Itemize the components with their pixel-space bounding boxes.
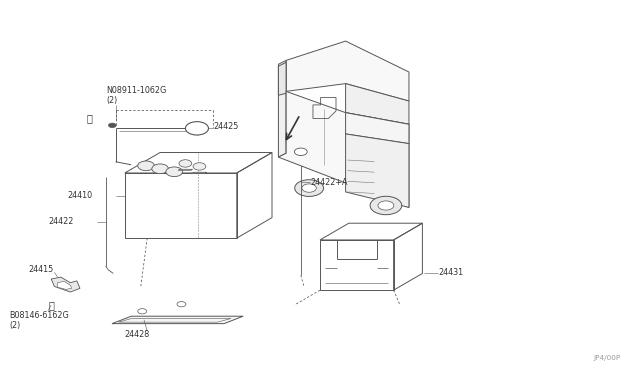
Polygon shape [278,62,286,95]
Circle shape [294,148,307,155]
Text: 24425: 24425 [213,122,238,131]
Polygon shape [346,113,409,144]
Text: 24428: 24428 [125,330,150,339]
Text: 24410: 24410 [67,191,92,200]
Circle shape [152,164,168,174]
Text: Ⓝ: Ⓝ [87,114,93,124]
Text: Ⓑ: Ⓑ [48,300,54,310]
Circle shape [370,196,402,215]
Circle shape [109,123,116,128]
Circle shape [295,180,323,196]
Circle shape [302,184,316,192]
Polygon shape [51,277,80,292]
Text: 24415: 24415 [29,265,54,274]
Polygon shape [278,60,286,157]
Polygon shape [286,41,409,101]
Polygon shape [278,92,409,208]
Polygon shape [112,316,243,324]
Text: 24422: 24422 [48,217,74,226]
Polygon shape [346,84,409,124]
Polygon shape [58,281,72,289]
Text: 24431: 24431 [438,268,463,277]
Text: N08911-1062G
(2): N08911-1062G (2) [106,86,166,105]
Polygon shape [178,169,193,170]
Polygon shape [346,134,409,208]
Circle shape [378,201,394,210]
Polygon shape [192,172,207,173]
Text: 24422+A: 24422+A [310,178,348,187]
Circle shape [166,167,182,177]
Circle shape [179,160,192,167]
Text: B08146-6162G
(2): B08146-6162G (2) [10,311,69,330]
Circle shape [193,163,206,170]
Circle shape [138,161,154,171]
Circle shape [186,122,209,135]
Text: JP4/00P: JP4/00P [593,355,621,361]
